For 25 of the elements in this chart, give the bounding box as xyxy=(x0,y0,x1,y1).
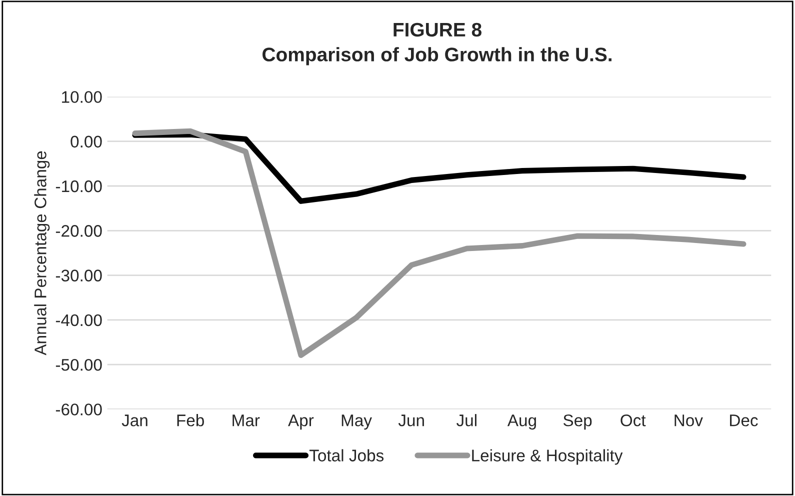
x-tick-label: May xyxy=(342,414,372,430)
y-tick-label: -20.00 xyxy=(56,225,102,237)
x-tick-label: Jun xyxy=(398,414,424,426)
legend-label: Total Jobs xyxy=(309,449,384,462)
x-tick-label: Jul xyxy=(456,414,476,426)
y-axis-title: Annual Percentage Change xyxy=(34,151,50,356)
y-tick-label: 10.00 xyxy=(62,91,102,103)
y-tick-label: -10.00 xyxy=(56,180,102,192)
y-tick-label: 0.00 xyxy=(70,136,102,148)
x-tick-label: Oct xyxy=(620,414,646,426)
x-tick-label: Mar xyxy=(232,414,260,426)
x-tick-label: Dec xyxy=(730,414,758,426)
y-tick-label: -60.00 xyxy=(56,404,102,416)
x-tick-label: Jan xyxy=(122,414,148,426)
chart-title: FIGURE 8 xyxy=(394,22,482,37)
chart-subtitle: Comparison of Job Growth in the U.S. xyxy=(262,47,612,66)
x-tick-label: Sep xyxy=(563,414,592,430)
legend-label: Leisure & Hospitality xyxy=(472,449,623,465)
x-tick-label: Aug xyxy=(507,414,536,430)
x-tick-label: Apr xyxy=(288,414,314,430)
x-tick-label: Nov xyxy=(674,414,703,426)
y-tick-label: -40.00 xyxy=(56,314,102,326)
y-tick-label: -50.00 xyxy=(56,358,102,371)
y-tick-label: -30.00 xyxy=(56,270,102,282)
x-tick-label: Feb xyxy=(177,414,204,426)
